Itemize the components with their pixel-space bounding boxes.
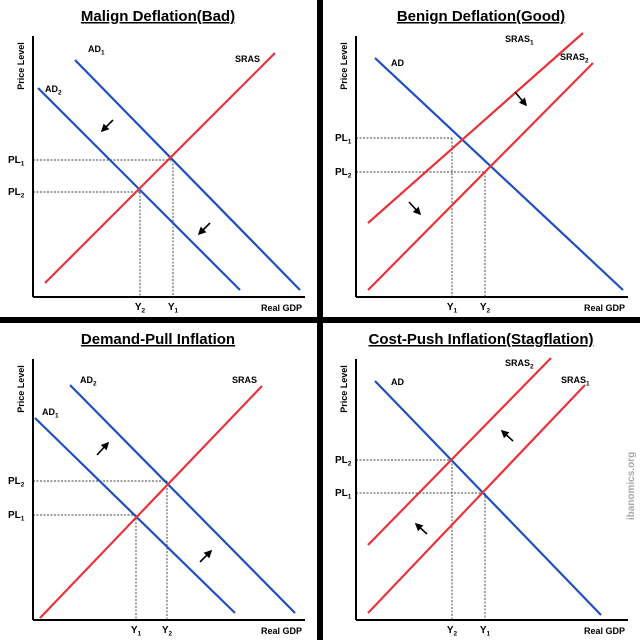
output-level-label: Y1 xyxy=(168,302,179,315)
demand-pull-inflation-panel-background xyxy=(0,323,317,640)
price-level-label: PL1 xyxy=(8,510,25,523)
y-axis-label: Price Level xyxy=(339,365,349,413)
shift-arrow-north-east xyxy=(96,441,110,456)
output-level-label: Y1 xyxy=(480,625,491,638)
ad1-curve-label: AD1 xyxy=(42,407,59,420)
price-level-label: PL2 xyxy=(8,187,25,200)
shift-arrow-south-west xyxy=(100,119,114,133)
cost-push-inflation-panel: Cost-Push Inflation(Stagflation) Price Le… xyxy=(323,323,640,640)
shift-arrow-south-east xyxy=(514,91,528,107)
ad1-curve-label: AD1 xyxy=(88,44,105,57)
sras2-curve-label: SRAS2 xyxy=(560,52,589,65)
price-level-label: PL2 xyxy=(335,167,352,180)
sras1-curve-label: SRAS1 xyxy=(505,34,534,47)
benign-deflation-panel: Benign Deflation(Good) Price Level Real GD… xyxy=(323,0,640,317)
ad-curve xyxy=(374,380,602,616)
shift-arrow-north-east xyxy=(199,549,213,563)
price-level-label: PL2 xyxy=(335,455,352,468)
ad1-curve xyxy=(34,417,236,614)
x-axis-label: Real GDP xyxy=(261,303,302,313)
price-level-label: PL1 xyxy=(8,155,25,168)
output-level-label: Y2 xyxy=(162,625,173,638)
output-level-label: Y2 xyxy=(135,302,146,315)
sras-curve xyxy=(39,385,263,619)
ad-curve xyxy=(374,57,624,291)
sras2-curve xyxy=(367,62,594,291)
ad2-curve xyxy=(69,384,296,614)
ad-curve-label: AD xyxy=(391,377,404,387)
sras1-curve xyxy=(367,384,586,614)
malign-deflation-panel: Malign Deflation(Bad) Price Level Real GDP… xyxy=(0,0,317,317)
sras-curve xyxy=(44,52,276,284)
sras2-curve-label: SRAS2 xyxy=(505,358,534,371)
x-axis-label: Real GDP xyxy=(584,303,625,313)
shift-arrow-north-west xyxy=(414,522,428,535)
x-axis-label: Real GDP xyxy=(261,626,302,636)
output-level-label: Y2 xyxy=(447,625,458,638)
price-level-label: PL2 xyxy=(8,476,25,489)
sras-curve-label: SRAS xyxy=(232,375,257,385)
malign-deflation-title: Malign Deflation(Bad) xyxy=(81,8,235,25)
output-level-label: Y1 xyxy=(447,302,458,315)
price-level-label: PL1 xyxy=(335,133,352,146)
x-axis-label: Real GDP xyxy=(584,626,625,636)
sras1-curve xyxy=(367,32,584,224)
y-axis-label: Price Level xyxy=(16,365,26,413)
output-level-label: Y2 xyxy=(480,302,491,315)
ad2-curve-label: AD2 xyxy=(45,84,62,97)
cost-push-inflation-title: Cost-Push Inflation(Stagflation) xyxy=(369,331,594,348)
y-axis-label: Price Level xyxy=(16,42,26,90)
price-level-label: PL1 xyxy=(335,488,352,501)
ad1-curve xyxy=(74,59,301,291)
sras1-curve-label: SRAS1 xyxy=(561,375,590,388)
watermark: ibanomics.org xyxy=(626,452,637,520)
cost-push-inflation-panel-background xyxy=(323,323,640,640)
malign-deflation-panel-background xyxy=(0,0,317,317)
demand-pull-inflation-title: Demand-Pull Inflation xyxy=(81,331,235,348)
shift-arrow-south-east xyxy=(408,201,422,216)
y-axis-label: Price Level xyxy=(339,42,349,90)
ad2-curve-label: AD2 xyxy=(80,375,97,388)
demand-pull-inflation-panel: Demand-Pull Inflation Price Level Real GDP… xyxy=(0,323,317,640)
sras2-curve xyxy=(367,357,552,546)
shift-arrow-north-west xyxy=(500,429,514,442)
output-level-label: Y1 xyxy=(131,625,142,638)
ad-curve-label: AD xyxy=(391,58,404,68)
shift-arrow-south-west xyxy=(197,222,211,236)
benign-deflation-title: Benign Deflation(Good) xyxy=(397,8,565,25)
sras-curve-label: SRAS xyxy=(235,54,260,64)
